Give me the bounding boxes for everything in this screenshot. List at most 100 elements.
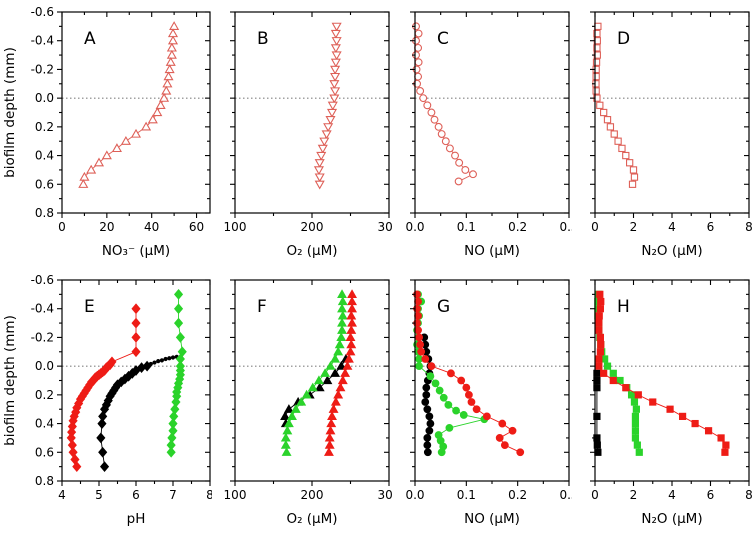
triangle-up-marker xyxy=(337,317,347,327)
circle-marker xyxy=(452,406,460,415)
triangle-up-marker xyxy=(330,368,341,377)
triangle-down-marker xyxy=(331,22,342,32)
triangle-up-marker xyxy=(307,382,318,392)
triangle-up-marker xyxy=(337,296,348,306)
x-tick-label: 0.2 xyxy=(508,488,527,502)
square-marker xyxy=(595,362,603,370)
square-marker xyxy=(596,333,604,342)
square-marker xyxy=(603,116,612,124)
x-tick-label: 5 xyxy=(95,488,103,502)
panel-letter: C xyxy=(437,29,449,49)
circle-marker xyxy=(457,376,466,385)
circle-marker xyxy=(467,398,476,406)
x-tick-label: 200 xyxy=(301,220,324,234)
triangle-up-marker xyxy=(152,107,163,117)
x-tick-label: 300 xyxy=(378,220,392,234)
triangle-up-marker xyxy=(325,361,336,370)
triangle-up-marker xyxy=(335,382,346,392)
diamond-marker xyxy=(173,288,184,300)
circle-marker xyxy=(427,362,436,371)
circle-marker xyxy=(417,347,426,356)
triangle-down-marker xyxy=(314,180,325,190)
dot-marker xyxy=(163,356,168,362)
triangle-up-marker xyxy=(280,411,291,420)
square-marker xyxy=(631,419,640,428)
triangle-up-marker xyxy=(322,375,333,385)
x-axis-label: O₂ (μM) xyxy=(286,243,337,259)
panel-letter: H xyxy=(617,297,630,317)
panel-F: 100 200 300 F O₂ (μM) xyxy=(224,279,392,527)
x-tick-label: 0 xyxy=(591,220,599,234)
square-marker xyxy=(622,384,630,392)
square-marker xyxy=(631,412,640,420)
x-tick-label: 200 xyxy=(301,488,324,502)
x-tick-label: 8 xyxy=(206,488,212,502)
square-marker xyxy=(596,305,604,313)
triangle-up-marker xyxy=(161,85,172,95)
panel-letter: G xyxy=(437,297,450,317)
triangle-up-marker xyxy=(337,289,347,298)
square-marker xyxy=(631,434,640,442)
x-tick-label: 0 xyxy=(58,220,66,234)
panel-letter: F xyxy=(257,297,267,317)
x-tick-label: 0.3 xyxy=(559,488,572,502)
triangle-down-marker xyxy=(317,144,328,154)
x-tick-label: 2 xyxy=(630,488,638,502)
square-marker xyxy=(593,441,601,449)
y-tick-label: 0.8 xyxy=(35,474,54,488)
triangle-up-marker xyxy=(327,411,337,420)
triangle-up-marker xyxy=(287,411,297,420)
square-marker xyxy=(609,369,617,377)
x-axis-label: N₂O (μM) xyxy=(641,243,702,259)
square-marker xyxy=(593,369,601,377)
triangle-down-marker xyxy=(319,137,330,147)
panel-G: 0.0 0.1 0.2 0.3 G NO (μM) xyxy=(405,279,572,527)
series-ph-green xyxy=(166,288,187,458)
square-marker xyxy=(627,391,636,399)
circle-marker xyxy=(423,405,432,414)
x-axis-label: NO₃⁻ (μM) xyxy=(102,243,170,259)
series-ph-black xyxy=(96,360,152,473)
triangle-up-marker xyxy=(162,78,173,88)
triangle-up-marker xyxy=(334,339,345,349)
square-marker xyxy=(633,441,641,449)
x-tick-label: 0.1 xyxy=(457,488,476,502)
y-tick-label: 0.6 xyxy=(35,177,54,191)
triangle-down-marker xyxy=(330,87,341,97)
dot-marker xyxy=(156,359,161,364)
triangle-down-marker xyxy=(326,108,338,118)
x-tick-label: 4 xyxy=(668,220,676,234)
triangle-down-marker xyxy=(331,37,342,46)
square-marker xyxy=(595,355,603,363)
triangle-up-marker xyxy=(280,439,291,449)
triangle-down-marker xyxy=(330,65,341,75)
circle-marker xyxy=(437,448,446,457)
square-marker xyxy=(594,22,602,31)
triangle-up-marker xyxy=(347,303,358,313)
square-marker xyxy=(614,137,622,145)
triangle-up-marker xyxy=(313,375,324,385)
x-axis-label: O₂ (μM) xyxy=(286,511,337,527)
triangle-up-marker xyxy=(336,361,347,370)
square-marker xyxy=(593,384,601,392)
square-marker xyxy=(592,87,600,95)
x-tick-label: 0 xyxy=(591,488,599,502)
circle-marker xyxy=(445,423,454,432)
triangle-up-marker xyxy=(336,332,347,342)
circle-marker xyxy=(445,144,454,153)
circle-marker xyxy=(414,311,422,320)
triangle-up-marker xyxy=(111,143,122,153)
triangle-up-marker xyxy=(163,71,174,81)
x-tick-label: 0.2 xyxy=(508,220,527,234)
circle-marker xyxy=(415,362,424,371)
triangle-up-marker xyxy=(337,375,348,385)
square-marker xyxy=(606,123,615,131)
panel-E: 4 5 6 7 8 -0.6 -0.4 -0.2 0.0 0.2 0.4 0.6 0.8 EpH biofi… xyxy=(2,273,212,527)
square-marker xyxy=(595,319,603,327)
x-tick-label: 300 xyxy=(378,488,392,502)
dot-marker xyxy=(167,356,172,361)
circle-marker xyxy=(414,58,423,67)
x-tick-label: 40 xyxy=(144,220,159,234)
triangle-up-marker xyxy=(325,425,336,435)
diamond-marker xyxy=(116,376,126,388)
